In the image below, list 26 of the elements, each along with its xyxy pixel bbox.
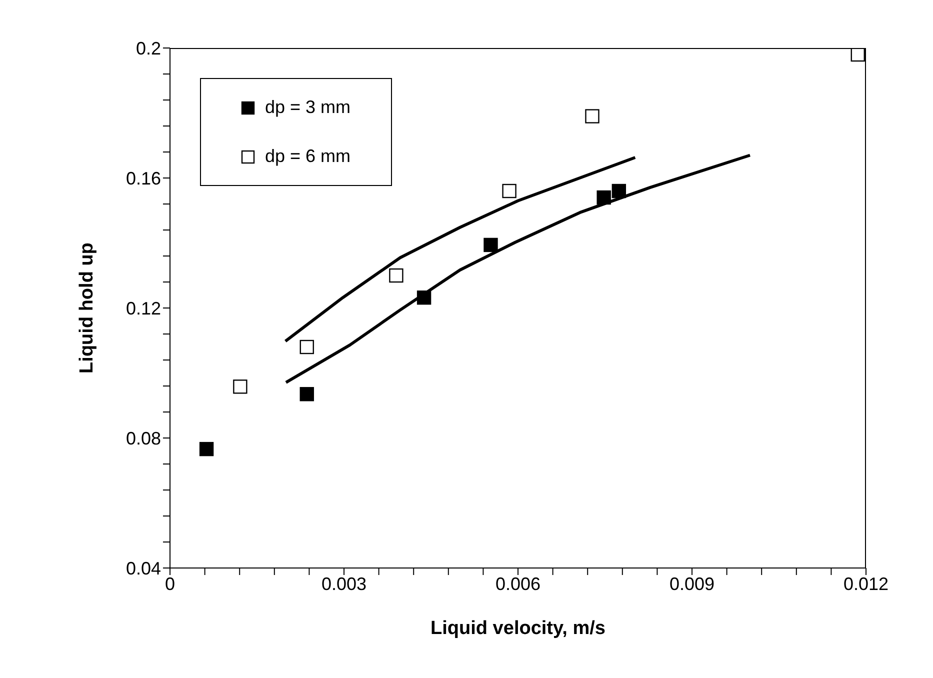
point — [300, 387, 314, 402]
point — [300, 340, 314, 354]
legend-label: dp = 3 mm — [265, 97, 351, 118]
x-tick-label: 0.006 — [495, 574, 541, 594]
point — [199, 442, 214, 456]
legend-label: dp = 6 mm — [265, 146, 351, 167]
y-tick-label: 0.04 — [126, 558, 161, 578]
point — [850, 48, 865, 62]
point — [612, 184, 626, 198]
y-axis-title: Liquid hold up — [76, 242, 98, 374]
x-tick-label: 0.012 — [843, 574, 889, 594]
point — [233, 380, 248, 394]
point — [596, 190, 611, 205]
point — [585, 109, 600, 124]
y-tick-label: 0.12 — [126, 298, 161, 318]
y-tick-label: 0.16 — [126, 168, 161, 188]
point — [502, 184, 516, 198]
x-tick-label: 0.003 — [321, 574, 367, 594]
point — [416, 290, 432, 305]
point — [484, 238, 498, 252]
y-tick-label: 0.08 — [126, 428, 161, 448]
point — [389, 268, 404, 283]
y-tick-label: 0.2 — [136, 38, 161, 58]
x-tick-label: 0 — [164, 574, 176, 594]
x-axis-title: Liquid velocity, m/s — [430, 618, 606, 639]
x-tick-label: 0.009 — [669, 574, 715, 594]
